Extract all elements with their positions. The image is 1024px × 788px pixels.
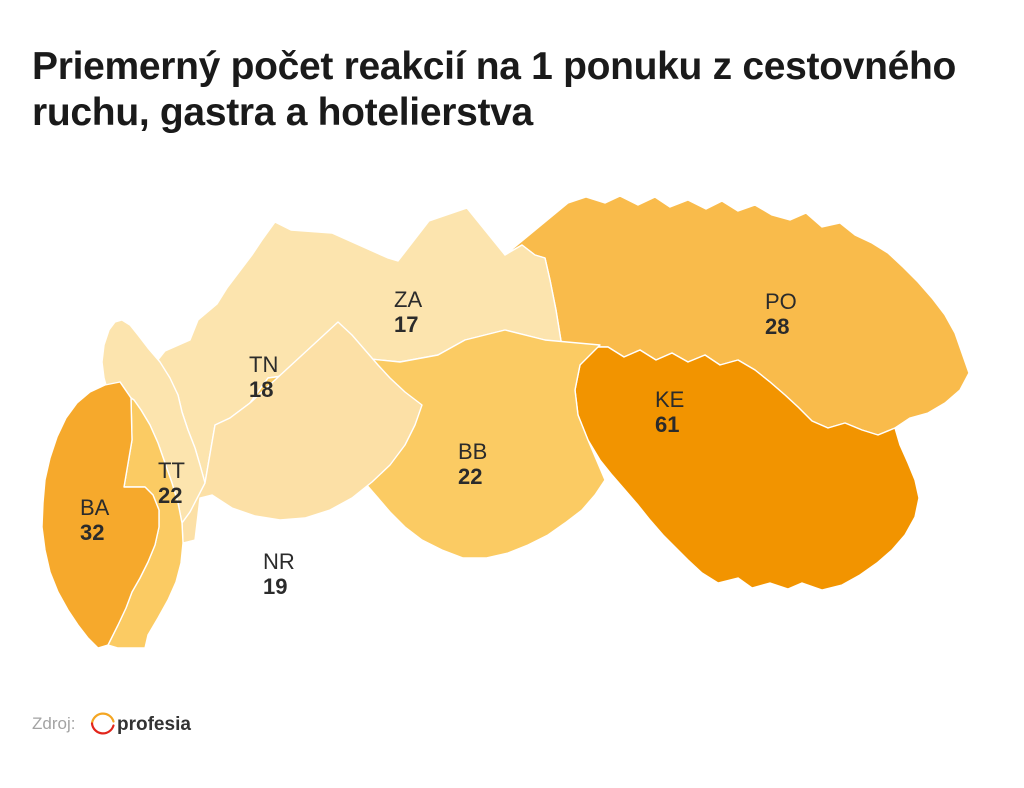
svg-text:28: 28	[765, 314, 789, 339]
svg-text:19: 19	[263, 574, 287, 599]
svg-text:KE: KE	[655, 387, 684, 412]
svg-text:profesia: profesia	[117, 714, 191, 735]
svg-text:32: 32	[80, 520, 104, 545]
svg-text:22: 22	[158, 483, 182, 508]
svg-text:BB: BB	[458, 439, 487, 464]
svg-text:TT: TT	[158, 458, 185, 483]
svg-text:PO: PO	[765, 289, 797, 314]
svg-text:17: 17	[394, 312, 418, 337]
svg-text:61: 61	[655, 412, 679, 437]
svg-text:NR: NR	[263, 549, 295, 574]
svg-text:ZA: ZA	[394, 287, 422, 312]
svg-text:22: 22	[458, 464, 482, 489]
svg-text:BA: BA	[80, 495, 110, 520]
svg-text:18: 18	[249, 377, 273, 402]
svg-text:TN: TN	[249, 352, 278, 377]
